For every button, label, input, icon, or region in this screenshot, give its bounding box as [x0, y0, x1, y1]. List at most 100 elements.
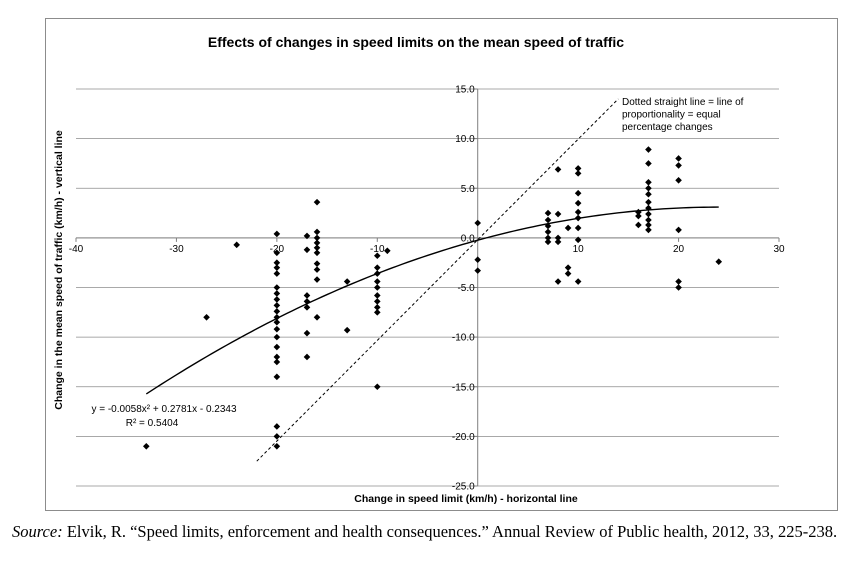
data-point	[373, 298, 381, 305]
y-tick-label: 10.0	[455, 134, 475, 145]
data-point	[373, 292, 381, 299]
data-point	[273, 290, 281, 297]
data-point	[373, 383, 381, 391]
data-point	[373, 309, 381, 316]
data-point	[313, 234, 321, 242]
data-point	[554, 166, 562, 173]
data-point	[544, 216, 552, 224]
data-point	[544, 238, 552, 246]
data-point	[233, 241, 240, 249]
axes	[75, 88, 780, 487]
data-point	[313, 198, 321, 206]
data-point	[574, 189, 582, 197]
x-tick-label: 10	[573, 244, 585, 255]
data-point	[273, 264, 281, 271]
data-point	[313, 249, 321, 257]
data-point	[303, 298, 311, 305]
trendline	[145, 206, 719, 395]
proportionality-annotation-line: percentage changes	[622, 122, 713, 133]
data-point	[273, 373, 281, 381]
data-point	[313, 244, 321, 252]
data-point	[373, 304, 381, 311]
data-point	[303, 246, 311, 254]
source-label: Source:	[12, 522, 63, 541]
source-citation: Source: Elvik, R. “Speed limits, enforce…	[12, 522, 838, 542]
data-point	[645, 221, 652, 229]
data-point	[564, 224, 572, 232]
data-point	[635, 208, 642, 216]
data-point	[313, 313, 321, 321]
y-axis-title: Change in the mean speed of traffic (km/…	[53, 130, 65, 410]
y-tick-label: 0.0	[461, 233, 475, 244]
data-point	[675, 177, 682, 184]
data-point	[273, 249, 281, 257]
data-point	[273, 230, 281, 238]
data-point	[273, 443, 281, 450]
y-tick-label: -5.0	[457, 283, 475, 294]
data-point	[303, 232, 311, 240]
gridlines	[76, 88, 779, 487]
data-point	[645, 204, 652, 212]
data-point	[273, 358, 281, 366]
data-point	[474, 219, 482, 227]
data-point	[645, 198, 652, 206]
data-point	[574, 236, 582, 244]
y-tick-label: -10.0	[452, 333, 475, 344]
data-point	[273, 296, 281, 303]
y-tick-labels: 15.0 10.0 5.0 0.0 -5.0 -10.0 -15.0 -20.0 -25.0	[452, 85, 475, 493]
data-point	[313, 239, 321, 247]
data-point	[313, 266, 321, 273]
data-point	[474, 256, 482, 264]
data-point	[715, 258, 723, 265]
proportionality-annotation: Dotted straight line = line of proportion…	[622, 97, 744, 133]
data-point	[313, 228, 321, 236]
x-axis-title: Change in speed limit (km/h) - horizonta…	[354, 493, 578, 505]
y-tick-label: -25.0	[452, 482, 475, 493]
trendline-r-squared: R² = 0.5404	[126, 418, 179, 429]
data-point	[273, 343, 281, 351]
x-tick-label: -10	[370, 244, 385, 255]
y-tick-label: -20.0	[452, 432, 475, 443]
chart-container: Effects of changes in speed limits on th…	[45, 18, 838, 511]
data-point	[645, 178, 652, 186]
proportionality-line	[256, 98, 619, 462]
x-tick-label: 20	[673, 244, 685, 255]
x-tick-label: -40	[69, 244, 84, 255]
data-point	[675, 278, 682, 285]
data-point	[635, 221, 642, 229]
data-point	[574, 214, 582, 222]
data-point	[373, 270, 381, 277]
data-point	[343, 278, 351, 285]
data-point	[303, 304, 311, 311]
data-point	[273, 353, 281, 361]
data-point	[303, 329, 311, 337]
data-point	[675, 226, 682, 234]
data-point	[645, 216, 652, 224]
data-point	[564, 270, 572, 277]
data-point	[645, 184, 652, 192]
data-point	[273, 325, 281, 333]
data-point	[574, 278, 582, 285]
x-tick-label: -30	[169, 244, 184, 255]
data-point	[203, 313, 210, 321]
y-tick-label: 5.0	[461, 184, 475, 195]
annotations: Dotted straight line = line of proportion…	[91, 97, 743, 429]
data-point	[554, 238, 562, 246]
data-point	[313, 260, 321, 267]
x-tick-label: 30	[773, 244, 785, 255]
chart-title: Effects of changes in speed limits on th…	[208, 34, 624, 50]
data-point	[143, 443, 150, 450]
data-point	[373, 278, 381, 285]
data-point	[544, 209, 552, 217]
data-point	[303, 292, 311, 299]
data-point	[554, 278, 562, 285]
proportionality-annotation-line: Dotted straight line = line of	[622, 97, 744, 108]
data-point	[343, 326, 351, 334]
data-point	[273, 270, 281, 277]
data-point	[273, 318, 281, 326]
data-point	[554, 210, 562, 218]
data-point	[273, 284, 281, 291]
data-point	[645, 226, 652, 234]
data-point	[675, 162, 682, 169]
data-point	[675, 284, 682, 291]
